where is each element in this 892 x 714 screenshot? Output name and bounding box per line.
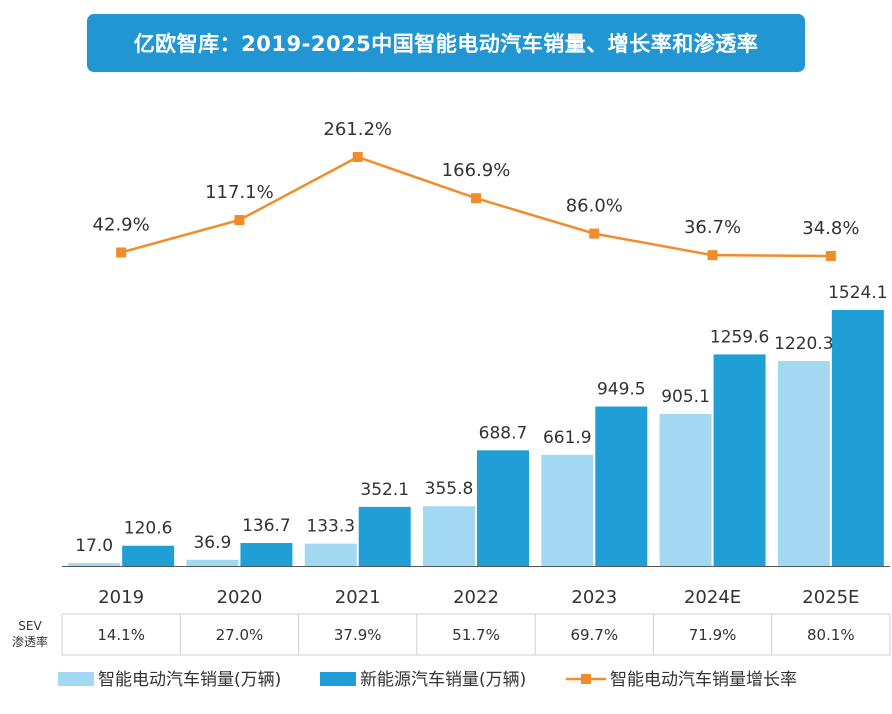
legend-swatch-nev — [320, 672, 356, 686]
label-sev-2023: 661.9 — [543, 428, 592, 448]
bar-sev-2022 — [423, 506, 475, 566]
bar-nev-2021 — [358, 506, 411, 566]
label-nev-2019: 120.6 — [124, 519, 173, 539]
x-tick-2021: 2021 — [335, 587, 381, 608]
legend-marker-growth — [581, 674, 591, 684]
growth-point-2022 — [471, 193, 481, 204]
label-nev-2023: 949.5 — [597, 380, 646, 400]
growth-point-2024E — [707, 250, 718, 261]
legend-label-sev: 智能电动汽车销量(万辆) — [98, 670, 281, 690]
growth-point-2019 — [116, 247, 127, 258]
growth-label-2022: 166.9% — [442, 160, 511, 181]
label-sev-2020: 36.9 — [193, 533, 231, 553]
growth-point-2021 — [352, 152, 363, 162]
label-nev-2020: 136.7 — [242, 516, 291, 536]
x-tick-2025E: 2025E — [802, 587, 859, 608]
label-sev-2019: 17.0 — [75, 536, 113, 556]
bar-sev-2020 — [186, 559, 239, 566]
growth-point-2020 — [234, 215, 245, 226]
legend-swatch-sev — [58, 672, 94, 686]
table-cell-2020: 27.0% — [216, 626, 264, 644]
growth-label-2023: 86.0% — [566, 196, 623, 217]
growth-point-2023 — [589, 228, 600, 239]
label-sev-2025E: 1220.3 — [774, 334, 833, 354]
bar-nev-2025E — [831, 310, 884, 566]
x-axis: 2019 2020 2021 2022 2023 2024E 2025E — [62, 566, 890, 608]
table-cell-2019: 14.1% — [97, 626, 145, 644]
growth-label-2019: 42.9% — [93, 214, 150, 235]
bar-nev-2024E — [713, 354, 766, 566]
table-cell-2024E: 71.9% — [689, 626, 737, 644]
table-cell-2025E: 80.1% — [807, 626, 855, 644]
bar-nev-2022 — [477, 450, 529, 566]
x-tick-2024E: 2024E — [684, 587, 741, 608]
bar-nev-2019 — [122, 545, 175, 566]
bar-sev-2021 — [304, 543, 357, 566]
growth-label-2024E: 36.7% — [684, 217, 741, 238]
growth-label-2021: 261.2% — [323, 119, 392, 140]
bar-sev-2023 — [541, 454, 594, 566]
label-nev-2022: 688.7 — [479, 423, 528, 443]
table-row-label-1: SEV — [18, 619, 42, 633]
x-tick-2020: 2020 — [217, 587, 263, 608]
bar-sev-2024E — [659, 413, 712, 566]
growth-point-2025E — [825, 251, 836, 261]
growth-label-2025E: 34.8% — [802, 218, 859, 239]
label-sev-2022: 355.8 — [425, 479, 474, 499]
label-nev-2025E: 1524.1 — [828, 283, 887, 303]
bar-nev-2023 — [595, 406, 648, 566]
legend-label-nev: 新能源汽车销量(万辆) — [360, 670, 526, 690]
chart-title: 亿欧智库：2019-2025中国智能电动汽车销量、增长率和渗透率 — [87, 14, 805, 72]
bar-nev-2020 — [240, 543, 293, 566]
label-sev-2024E: 905.1 — [661, 387, 710, 407]
table-cell-2022: 51.7% — [452, 626, 500, 644]
growth-label-2020: 117.1% — [205, 182, 274, 203]
x-tick-2022: 2022 — [453, 587, 499, 608]
legend: 智能电动汽车销量(万辆) 新能源汽车销量(万辆) 智能电动汽车销量增长率 — [58, 670, 797, 690]
table-cell-2021: 37.9% — [334, 626, 382, 644]
label-nev-2021: 352.1 — [360, 480, 409, 500]
table-cell-2023: 69.7% — [570, 626, 618, 644]
label-sev-2021: 133.3 — [306, 517, 355, 537]
x-tick-2023: 2023 — [571, 587, 617, 608]
table-row-label-2: 渗透率 — [12, 634, 48, 649]
x-tick-2019: 2019 — [98, 587, 144, 608]
label-nev-2024E: 1259.6 — [710, 327, 769, 347]
legend-label-growth: 智能电动汽车销量增长率 — [610, 670, 797, 690]
bar-sev-2019 — [68, 563, 121, 566]
growth-line-layer: 42.9% 117.1% 261.2% 166.9% 86.0% 36.7% 34.8% — [93, 119, 859, 261]
bar-sev-2025E — [777, 361, 830, 566]
